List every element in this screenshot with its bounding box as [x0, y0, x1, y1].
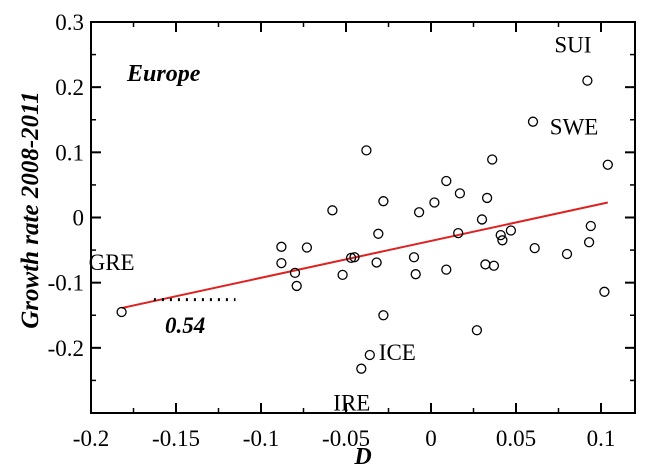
point-label: GRE	[89, 250, 135, 275]
data-point	[116, 306, 127, 318]
data-point	[453, 227, 464, 239]
x-tick-label: -0.2	[73, 426, 109, 451]
data-point	[301, 242, 313, 253]
data-point	[441, 175, 452, 187]
data-point	[378, 310, 389, 321]
y-tick-label: -0.1	[48, 271, 84, 296]
regression-line	[121, 201, 609, 310]
data-point	[371, 257, 382, 268]
x-tick-label: -0.15	[152, 426, 200, 451]
x-tick-label: -0.05	[322, 426, 370, 451]
data-point	[480, 259, 491, 270]
data-point	[454, 188, 466, 199]
y-tick-label: 0.1	[55, 140, 84, 165]
data-point	[582, 75, 593, 86]
data-point	[488, 260, 500, 271]
point-label: ICE	[379, 340, 416, 365]
data-point	[481, 192, 493, 204]
point-label: SUI	[554, 33, 591, 58]
x-tick-label: 0.1	[587, 426, 616, 451]
y-axis-ticks: -0.2 -0.1 0 0.1 0.2 0.3	[48, 10, 635, 382]
data-point	[349, 252, 360, 263]
y-tick-label: -0.2	[48, 336, 84, 361]
data-point	[487, 154, 498, 165]
y-tick-label: 0.2	[55, 75, 84, 100]
data-point	[529, 242, 540, 254]
data-point	[413, 207, 425, 218]
data-point	[471, 325, 483, 336]
point-labels: GRE ICE IRE SUI SWE	[89, 33, 599, 416]
data-point	[364, 349, 375, 361]
data-point	[289, 267, 301, 279]
x-tick-label: 0	[425, 426, 437, 451]
data-point	[585, 220, 596, 232]
data-point	[602, 159, 613, 170]
x-axis-label: D	[353, 444, 371, 464]
data-point	[361, 145, 372, 156]
point-label: SWE	[550, 115, 599, 140]
data-point	[291, 280, 302, 292]
data-point	[373, 228, 384, 239]
data-point	[561, 248, 573, 260]
y-axis-label: Growth rate 2008-2011	[17, 91, 44, 329]
data-point	[337, 269, 348, 280]
data-point	[527, 116, 539, 127]
data-point	[276, 257, 287, 269]
data-point	[356, 363, 367, 374]
data-point	[410, 269, 421, 280]
fit-line-group	[121, 201, 609, 310]
data-point	[429, 197, 440, 208]
x-tick-label: -0.1	[243, 426, 279, 451]
y-tick-label: 0.3	[55, 10, 84, 35]
data-point	[599, 286, 610, 297]
chart-title: Europe	[126, 61, 201, 87]
data-points	[116, 75, 613, 374]
data-point	[276, 241, 287, 252]
data-point	[378, 196, 389, 207]
data-point	[505, 225, 517, 236]
data-point	[408, 252, 420, 263]
data-point	[476, 214, 488, 225]
point-label: IRE	[333, 391, 370, 416]
x-tick-label: 0.05	[496, 426, 536, 451]
data-point	[495, 229, 506, 241]
data-point	[497, 235, 508, 246]
annotation-label: 0.54	[165, 313, 205, 338]
data-point	[583, 237, 595, 248]
y-tick-label: 0	[73, 206, 85, 231]
data-point	[327, 205, 338, 216]
x-axis-ticks: -0.2 -0.15 -0.1 -0.05 0 0.05 0.1	[73, 22, 616, 451]
data-point	[441, 264, 452, 275]
